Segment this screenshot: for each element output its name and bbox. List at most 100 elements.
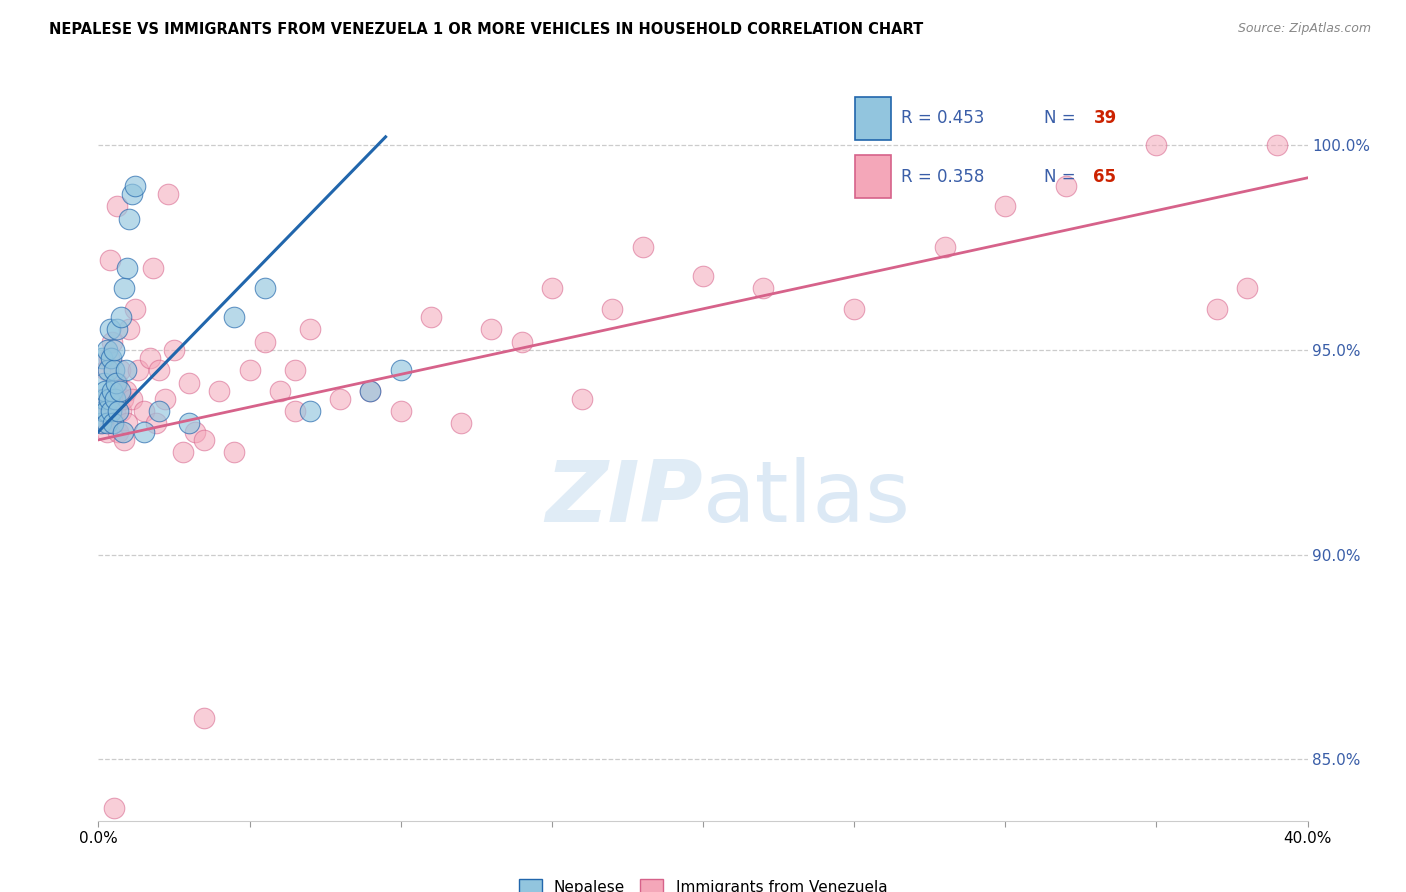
Point: [101, 384, 124, 398]
Point: [98, 351, 121, 365]
Point: [602, 301, 624, 316]
Point: [127, 363, 149, 377]
Point: [93, 392, 115, 406]
Point: [107, 404, 129, 418]
Point: [103, 392, 125, 406]
Point: [112, 281, 135, 295]
Point: [114, 363, 136, 377]
Text: NEPALESE VS IMMIGRANTS FROM VENEZUELA 1 OR MORE VEHICLES IN HOUSEHOLD CORRELATIO: NEPALESE VS IMMIGRANTS FROM VENEZUELA 1 …: [49, 22, 924, 37]
Point: [103, 801, 125, 815]
Point: [389, 363, 412, 377]
Point: [98, 252, 121, 267]
Point: [148, 404, 170, 418]
Point: [94, 363, 117, 377]
Point: [329, 392, 352, 406]
Point: [101, 334, 124, 349]
Point: [110, 310, 132, 324]
Point: [540, 281, 562, 295]
Point: [184, 425, 207, 439]
Point: [94, 384, 117, 398]
Point: [179, 417, 201, 431]
Point: [111, 425, 134, 439]
Point: [752, 281, 775, 295]
Point: [284, 363, 307, 377]
Point: [208, 384, 231, 398]
Point: [108, 363, 131, 377]
Text: Source: ZipAtlas.com: Source: ZipAtlas.com: [1237, 22, 1371, 36]
Point: [224, 445, 246, 459]
Point: [98, 322, 121, 336]
Point: [103, 343, 125, 357]
Point: [1054, 179, 1077, 194]
Point: [96, 417, 118, 431]
Point: [139, 351, 162, 365]
Point: [118, 322, 141, 336]
Point: [94, 404, 117, 418]
Point: [100, 404, 122, 418]
Point: [112, 433, 135, 447]
Point: [994, 199, 1017, 213]
Point: [172, 445, 194, 459]
Point: [107, 425, 129, 439]
Point: [97, 363, 120, 377]
Point: [104, 404, 127, 418]
Point: [132, 425, 155, 439]
Point: [179, 376, 201, 390]
Point: [450, 417, 472, 431]
Point: [360, 384, 382, 398]
Point: [253, 281, 276, 295]
Point: [153, 392, 176, 406]
Point: [156, 187, 179, 202]
Point: [1267, 138, 1289, 153]
Point: [1206, 301, 1229, 316]
Point: [93, 376, 115, 390]
Point: [193, 711, 215, 725]
Point: [571, 392, 593, 406]
Point: [91, 404, 114, 418]
Point: [481, 322, 503, 336]
Point: [96, 425, 118, 439]
Point: [100, 351, 122, 365]
Point: [132, 404, 155, 418]
Point: [96, 343, 118, 357]
Point: [105, 199, 128, 213]
Point: [510, 334, 533, 349]
Point: [299, 404, 322, 418]
Point: [91, 417, 114, 431]
Point: [284, 404, 307, 418]
Point: [105, 322, 128, 336]
Point: [1146, 138, 1168, 153]
Point: [163, 343, 186, 357]
Point: [108, 384, 131, 398]
Point: [389, 404, 412, 418]
Text: ZIP: ZIP: [546, 457, 703, 540]
Point: [269, 384, 291, 398]
Text: atlas: atlas: [703, 457, 911, 540]
Point: [631, 240, 654, 254]
Point: [114, 384, 136, 398]
Point: [91, 351, 114, 365]
Point: [90, 417, 112, 431]
Point: [193, 433, 215, 447]
Point: [145, 417, 167, 431]
Point: [105, 376, 128, 390]
Point: [142, 260, 165, 275]
Point: [1236, 281, 1258, 295]
Point: [104, 392, 127, 406]
Point: [121, 187, 143, 202]
Point: [104, 376, 127, 390]
Point: [100, 404, 122, 418]
Point: [124, 301, 146, 316]
Point: [115, 417, 138, 431]
Point: [98, 392, 121, 406]
Point: [121, 392, 143, 406]
Point: [115, 260, 138, 275]
Point: [148, 363, 170, 377]
Point: [239, 363, 262, 377]
Point: [844, 301, 866, 316]
Point: [420, 310, 443, 324]
Point: [111, 392, 134, 406]
Point: [224, 310, 246, 324]
Point: [360, 384, 382, 398]
Point: [101, 417, 124, 431]
